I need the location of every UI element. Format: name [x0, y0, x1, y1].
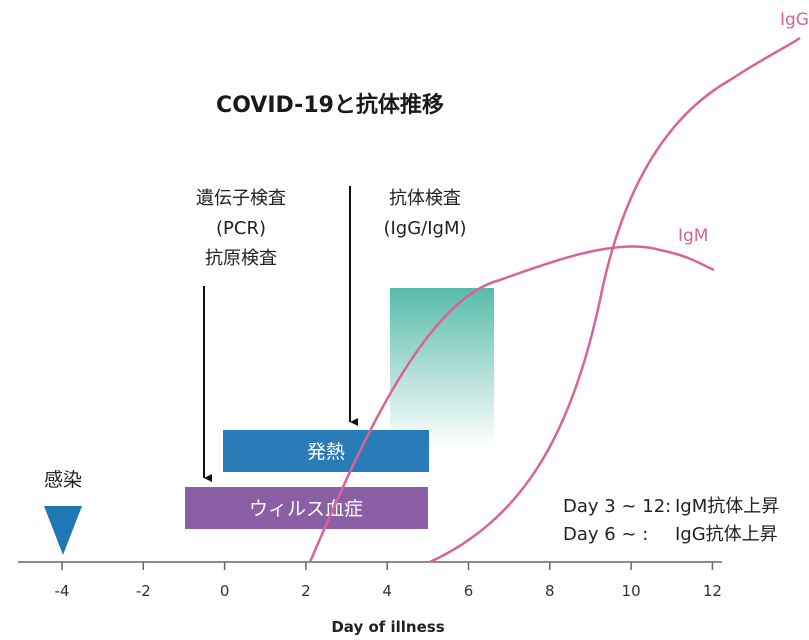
pcr-test-label-1: 遺伝子検査 [196, 188, 286, 209]
x-axis-tick-label: -4 [55, 582, 70, 600]
infection-marker-triangle [44, 506, 82, 555]
note-day-igm: Day 3 ~ 12: [563, 496, 671, 517]
x-axis-tick-label: -2 [136, 582, 151, 600]
pcr-test-label-2: (PCR) [216, 218, 266, 239]
x-axis-tick-label: 4 [382, 582, 392, 600]
igg-curve-label: IgG [780, 10, 809, 30]
note-text-igg: IgG抗体上昇 [675, 524, 778, 545]
x-axis-tick-label: 0 [220, 582, 230, 600]
viremia-bar-label: ウィルス血症 [249, 498, 363, 520]
infection-label: 感染 [44, 469, 82, 491]
x-axis-tick-label: 2 [301, 582, 311, 600]
fever-bar [223, 430, 429, 472]
x-axis-tick-label: 12 [703, 582, 722, 600]
pcr-test-label-3: 抗原検査 [205, 248, 277, 269]
igg-curve [429, 36, 801, 564]
x-axis-tick-label: 10 [622, 582, 641, 600]
antibody-test-label-2: (IgG/IgM) [383, 218, 466, 239]
x-axis-ticks: -4 -2 0 2 4 6 8 10 12 [55, 562, 722, 600]
viremia-bar [185, 487, 428, 529]
note-day-igg: Day 6 ~ : [563, 524, 648, 545]
x-axis-title: Day of illness [331, 618, 444, 636]
igm-curve-label: IgM [678, 226, 708, 246]
diagram-title: COVID-19と抗体推移 [216, 92, 444, 118]
igm-curve [308, 245, 715, 563]
x-axis-tick-label: 8 [545, 582, 555, 600]
note-text-igm: IgM抗体上昇 [675, 496, 779, 517]
antibody-test-label-1: 抗体検査 [389, 188, 461, 209]
fever-bar-label: 発熱 [307, 441, 345, 463]
x-axis-tick-label: 6 [464, 582, 474, 600]
